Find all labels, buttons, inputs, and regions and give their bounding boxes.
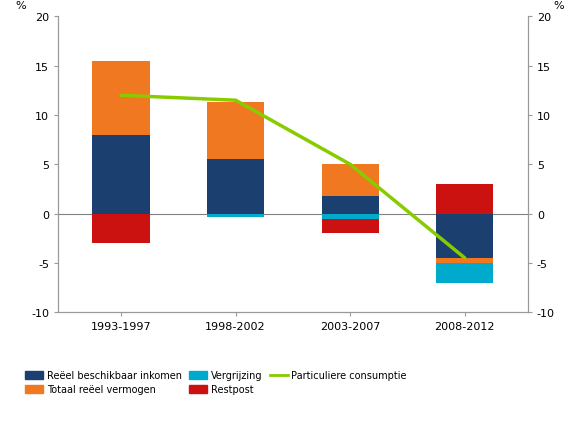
Bar (436, 263, 494, 283)
Bar (92, 62, 150, 135)
Bar (207, 160, 264, 214)
Bar (207, 103, 264, 160)
Bar (92, 135, 150, 214)
Bar (321, 219, 379, 234)
Bar (321, 197, 379, 214)
Bar (436, 258, 494, 263)
Bar (436, 214, 494, 258)
Legend: Reëel beschikbaar inkomen, Totaal reëel vermogen, Vergrijzing, Restpost, Particu: Reëel beschikbaar inkomen, Totaal reëel … (26, 371, 407, 394)
Text: %: % (15, 1, 26, 11)
Bar (436, 184, 494, 214)
Bar (92, 214, 150, 243)
Bar (321, 214, 379, 219)
Text: %: % (553, 1, 564, 11)
Bar (321, 165, 379, 197)
Bar (207, 214, 264, 217)
